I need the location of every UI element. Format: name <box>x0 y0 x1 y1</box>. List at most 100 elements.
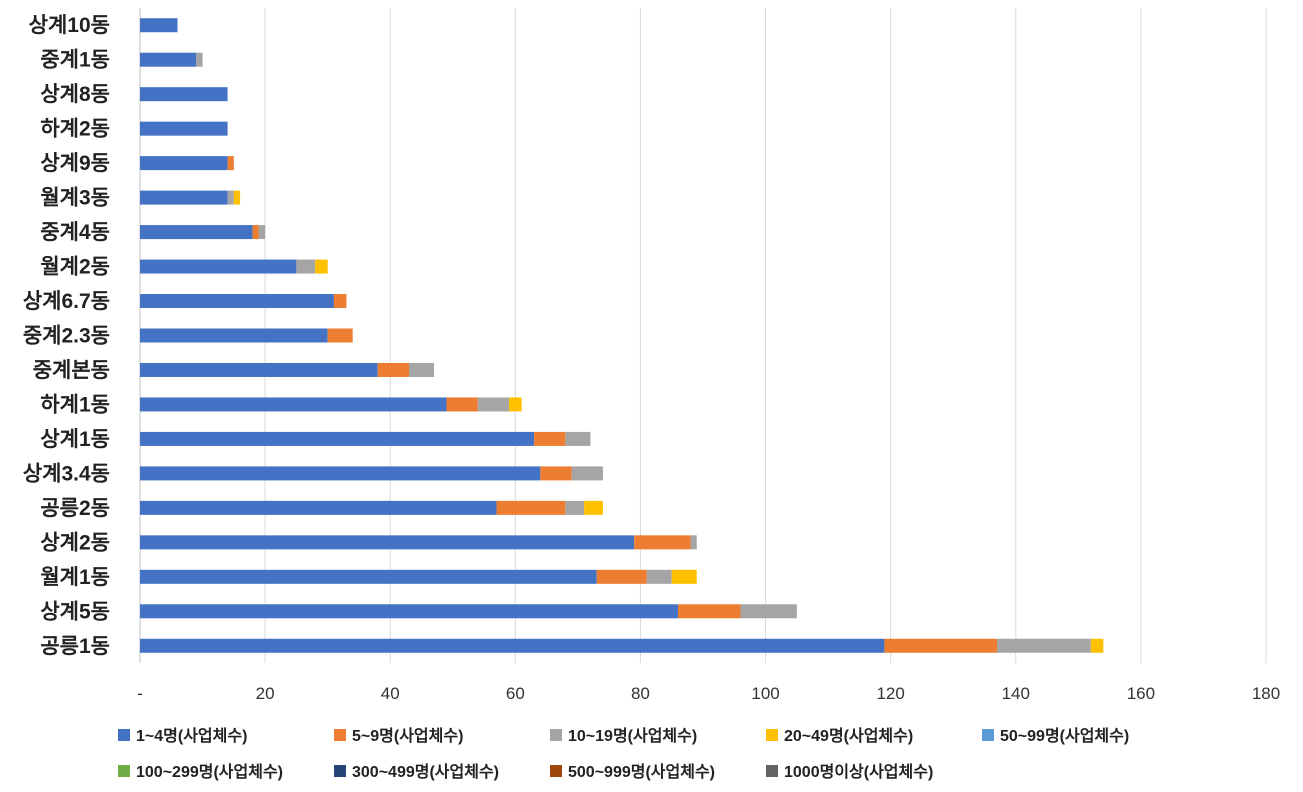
bar-segment <box>140 87 228 102</box>
bar-segment <box>140 259 297 274</box>
bar-segment <box>671 569 697 584</box>
x-tick-label: 140 <box>1002 684 1030 703</box>
category-label: 상계2동 <box>40 531 110 554</box>
legend-swatch <box>118 765 130 777</box>
bar-segment <box>690 535 697 550</box>
x-tick-label: - <box>137 684 143 703</box>
category-label: 상계1동 <box>40 428 110 451</box>
bar-segment <box>1090 638 1104 653</box>
bar-segment <box>446 397 478 412</box>
bar-segment <box>140 18 178 33</box>
x-tick-label: 40 <box>381 684 400 703</box>
legend-swatch <box>334 729 346 741</box>
bar-segment <box>227 156 234 171</box>
legend-swatch <box>766 729 778 741</box>
bar-segment <box>333 294 347 309</box>
bar-segment <box>740 604 797 619</box>
bar-segment <box>252 225 259 240</box>
bar-segment <box>140 121 228 136</box>
category-label: 월계3동 <box>40 187 110 210</box>
bar-segment <box>540 466 572 481</box>
x-tick-labels: - 20 40 60 80 100 120 140 160 180 <box>137 684 1280 703</box>
bar-segment <box>140 362 378 377</box>
bar-segment <box>140 604 678 619</box>
legend-swatch <box>982 729 994 741</box>
bar-segment <box>296 259 316 274</box>
x-tick-label: 180 <box>1252 684 1280 703</box>
bar-segment <box>140 569 597 584</box>
bar-segment <box>196 52 203 67</box>
legend: 1~4명(사업체수) 5~9명(사업체수) 10~19명(사업체수) 20~49명(사… <box>118 727 1129 781</box>
category-label: 하계2동 <box>40 118 110 141</box>
category-label: 상계5동 <box>40 600 110 623</box>
bar-segment <box>140 535 635 550</box>
category-label: 중계본동 <box>33 359 110 382</box>
x-tick-label: 60 <box>506 684 525 703</box>
legend-swatch <box>550 765 562 777</box>
bar-segment <box>140 190 228 205</box>
bar-segment <box>140 156 228 171</box>
bar-segment <box>584 500 603 515</box>
category-label: 중계4동 <box>40 221 110 244</box>
bar-segment <box>509 397 522 412</box>
category-label: 상계8동 <box>40 83 110 106</box>
bar-segment <box>634 535 691 550</box>
bar-segment <box>565 500 585 515</box>
x-tick-label: 160 <box>1127 684 1155 703</box>
legend-label: 1~4명(사업체수) <box>136 727 247 745</box>
category-label: 중계1동 <box>40 49 110 72</box>
bar-segment <box>140 225 253 240</box>
bar-segment <box>997 638 1091 653</box>
bar-segment <box>884 638 998 653</box>
bar-segment <box>496 500 566 515</box>
bar-segment <box>565 431 591 446</box>
category-label: 중계2.3동 <box>23 325 110 348</box>
bar-segment <box>233 190 241 205</box>
legend-label: 5~9명(사업체수) <box>352 727 463 745</box>
legend-label: 50~99명(사업체수) <box>1000 727 1129 745</box>
category-labels: 상계10동중계1동상계8동하계2동상계9동월계3동중계4동월계2동상계6.7동중… <box>23 14 110 658</box>
legend-label: 300~499명(사업체수) <box>352 763 499 781</box>
bar-segment <box>377 362 409 377</box>
category-label: 월계1동 <box>40 566 110 589</box>
legend-swatch <box>766 765 778 777</box>
legend-label: 100~299명(사업체수) <box>136 763 283 781</box>
legend-swatch <box>118 729 130 741</box>
bar-segment <box>140 397 447 412</box>
legend-label: 500~999명(사업체수) <box>568 763 715 781</box>
x-tick-label: 80 <box>631 684 650 703</box>
bars <box>140 18 1104 653</box>
bar-segment <box>327 328 353 343</box>
bar-segment <box>596 569 647 584</box>
bar-segment <box>140 500 497 515</box>
bar-segment <box>140 328 328 343</box>
x-tick-label: 100 <box>751 684 779 703</box>
bar-segment <box>646 569 672 584</box>
bar-segment <box>408 362 435 377</box>
category-label: 상계6.7동 <box>23 290 110 313</box>
bar-segment <box>534 431 566 446</box>
x-tick-label: 120 <box>876 684 904 703</box>
category-label: 공릉1동 <box>40 635 110 658</box>
bar-segment <box>315 259 328 274</box>
bar-segment <box>227 190 234 205</box>
category-label: 하계1동 <box>40 393 110 416</box>
bar-segment <box>140 294 334 309</box>
x-tick-label: 20 <box>256 684 275 703</box>
category-label: 공릉2동 <box>40 497 110 520</box>
category-label: 상계9동 <box>40 152 110 175</box>
bar-segment <box>140 638 885 653</box>
legend-swatch <box>334 765 346 777</box>
gridlines <box>139 8 1267 663</box>
legend-swatch <box>550 729 562 741</box>
bar-segment <box>140 466 541 481</box>
legend-label: 1000명이상(사업체수) <box>784 763 933 781</box>
category-label: 월계2동 <box>40 256 110 279</box>
bar-segment <box>258 225 266 240</box>
legend-label: 10~19명(사업체수) <box>568 727 697 745</box>
bar-segment <box>571 466 603 481</box>
legend-label: 20~49명(사업체수) <box>784 727 913 745</box>
category-label: 상계3.4동 <box>23 462 110 485</box>
bar-segment <box>140 431 535 446</box>
